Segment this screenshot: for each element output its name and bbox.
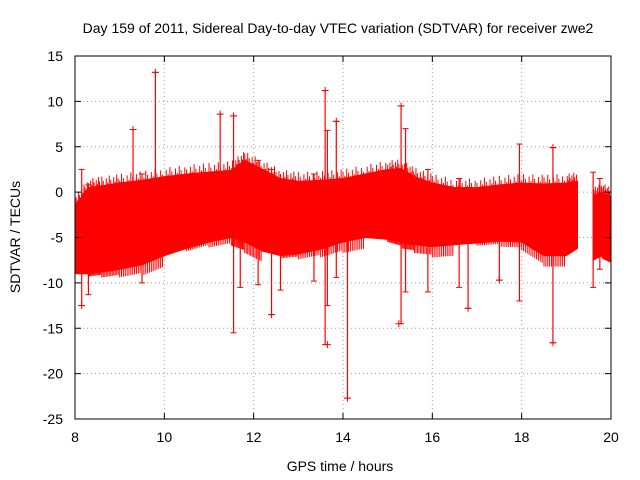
y-tick-label: 15 xyxy=(47,48,63,64)
y-tick-label: -20 xyxy=(43,366,63,382)
x-axis-label: GPS time / hours xyxy=(287,458,394,474)
x-tick-label: 10 xyxy=(157,429,173,445)
y-tick-label: 10 xyxy=(47,93,63,109)
x-tick-label: 18 xyxy=(514,429,530,445)
chart-title: Day 159 of 2011, Sidereal Day-to-day VTE… xyxy=(83,20,594,36)
y-tick-label: -10 xyxy=(43,275,63,291)
x-tick-label: 16 xyxy=(425,429,441,445)
data-band-end xyxy=(592,191,612,262)
x-tick-label: 8 xyxy=(71,429,79,445)
x-tick-label: 12 xyxy=(246,429,262,445)
y-tick-label: -25 xyxy=(43,411,63,427)
y-tick-label: 0 xyxy=(55,184,63,200)
axis-ticks: 8 10 12 14 16 18 20 15 10 5 0 -5 -10 -15 -20 -25 xyxy=(43,48,619,445)
y-tick-label: -15 xyxy=(43,320,63,336)
y-tick-label: 5 xyxy=(55,139,63,155)
x-tick-label: 14 xyxy=(335,429,351,445)
y-tick-label: -5 xyxy=(51,230,64,246)
data-series xyxy=(74,68,612,402)
y-axis-label: SDTVAR / TECUs xyxy=(7,181,23,293)
data-band-main xyxy=(74,159,578,275)
x-tick-label: 20 xyxy=(603,429,619,445)
